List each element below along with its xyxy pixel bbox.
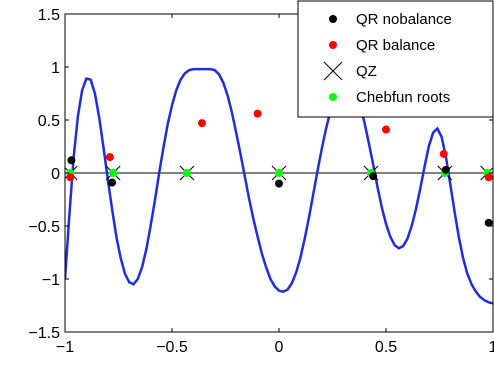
x-tick-label: 1: [489, 339, 494, 356]
legend-chebfun-roots-marker: [329, 93, 337, 101]
legend-qz-label: QZ: [356, 63, 377, 80]
legend-qz-marker: [323, 61, 343, 81]
qr-balance-point: [484, 173, 493, 182]
x-tick-label: −1: [56, 339, 74, 356]
y-tick-label: 1: [51, 60, 60, 77]
qr-balance-point: [197, 119, 206, 128]
y-tick-label: 0: [51, 166, 60, 183]
y-tick-label: −0.5: [28, 219, 60, 236]
qr-balance-point: [439, 149, 448, 158]
y-tick-label: 1.5: [38, 7, 60, 24]
chebfun-roots-point: [182, 169, 191, 177]
legend-qr-balance-label: QR balance: [356, 37, 435, 54]
qr-nobalance-point: [441, 165, 450, 174]
chebfun-roots-point: [109, 169, 118, 177]
legend-qr-balance-marker: [329, 41, 337, 49]
qr-nobalance-point: [484, 218, 493, 227]
x-tick-label: 0.5: [375, 339, 397, 356]
qr-balance-point: [253, 109, 262, 118]
legend: QR nobalance QR balance QZ Chebfun roots: [297, 0, 494, 118]
legend-qr-nobalance-marker: [329, 15, 337, 23]
x-tick-label: 0: [275, 339, 284, 356]
y-tick-label: −1.5: [28, 325, 60, 342]
legend-marker-stroke: [323, 61, 343, 81]
function-curve: [65, 67, 493, 305]
qr-nobalance-point: [275, 179, 283, 188]
legend-chebfun-roots-label: Chebfun roots: [356, 89, 450, 106]
qr-balance-point: [382, 125, 390, 134]
x-tick-label: −0.5: [156, 339, 188, 356]
qr-nobalance-point: [369, 172, 378, 181]
legend-qr-nobalance-label: QR nobalance: [356, 11, 452, 28]
y-tick-label: 0.5: [38, 113, 60, 130]
chebfun-roots-point: [275, 169, 283, 177]
plot-marks: [65, 67, 493, 305]
qr-balance-point: [66, 173, 75, 182]
qr-balance-point: [105, 153, 114, 162]
qr-nobalance-point: [108, 178, 117, 187]
qr-nobalance-point: [67, 156, 76, 165]
y-tick-label: −1: [42, 272, 60, 289]
axes: −1 −0.5 0 0.5 1−1.5−1−0.500.511.5: [28, 7, 494, 356]
